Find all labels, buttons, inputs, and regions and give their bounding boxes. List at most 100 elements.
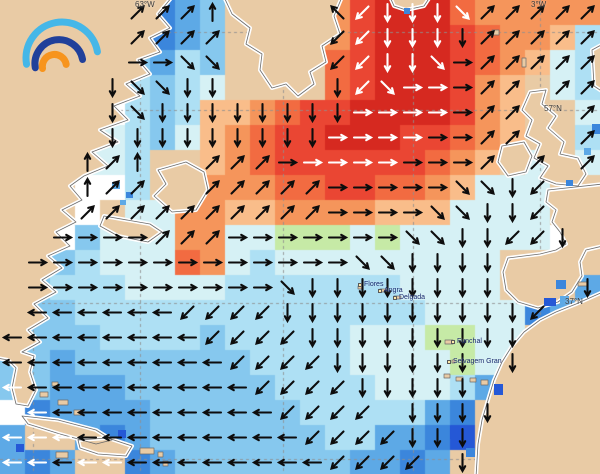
swell-arrow — [483, 227, 492, 249]
swell-arrow — [255, 380, 270, 395]
swell-arrow — [383, 27, 392, 49]
deep-water-specks — [16, 8, 600, 457]
swell-arrow — [330, 30, 345, 45]
swell-arrow — [408, 27, 417, 49]
swell-arrow — [308, 277, 317, 299]
swell-arrow — [76, 358, 98, 367]
swell-arrow — [208, 102, 217, 124]
swell-arrow — [305, 405, 320, 420]
swell-arrow — [430, 55, 445, 70]
swell-arrow — [377, 133, 399, 142]
swell-arrow — [358, 277, 367, 299]
swell-arrow — [102, 258, 124, 267]
swell-arrow — [108, 77, 117, 99]
swell-arrow — [183, 102, 192, 124]
swell-arrow — [530, 205, 545, 220]
swell-arrow — [352, 183, 374, 192]
swell-arrow — [105, 155, 120, 170]
swell-arrow — [201, 458, 223, 467]
swell-arrow — [555, 30, 570, 45]
swell-arrow — [205, 205, 220, 220]
swell-arrow — [558, 227, 567, 249]
greenland-landmass — [223, 0, 343, 98]
swell-arrow — [358, 302, 367, 324]
swell-arrow — [255, 305, 270, 320]
swell-arrow — [458, 452, 467, 474]
swell-arrow — [283, 102, 292, 124]
swell-arrow — [483, 252, 492, 274]
swell-arrow — [458, 327, 467, 349]
swell-arrow — [126, 458, 148, 467]
swell-arrow — [51, 333, 73, 342]
swell-arrow — [452, 108, 474, 117]
swell-arrow — [308, 102, 317, 124]
swell-arrow — [305, 180, 320, 195]
swell-arrow — [130, 180, 145, 195]
swell-arrow — [151, 308, 173, 317]
swell-arrow — [133, 127, 142, 149]
swell-arrow — [51, 308, 73, 317]
swell-arrow — [205, 305, 220, 320]
swell-arrow — [480, 55, 495, 70]
swell-arrow — [483, 302, 492, 324]
swell-arrow — [377, 108, 399, 117]
swell-arrow — [355, 55, 370, 70]
swell-arrow — [230, 205, 245, 220]
swell-arrow — [276, 458, 298, 467]
swell-arrow — [483, 402, 492, 424]
swell-arrow — [51, 358, 73, 367]
swell-arrow — [580, 80, 595, 95]
swell-arrow — [433, 2, 442, 24]
swell-arrow — [155, 30, 170, 45]
swell-arrow — [402, 158, 424, 167]
swell-arrow — [555, 80, 570, 95]
swell-arrow — [176, 333, 198, 342]
swell-arrow — [530, 155, 545, 170]
swell-arrow — [1, 408, 23, 417]
swell-arrow — [277, 158, 299, 167]
swell-arrow — [76, 333, 98, 342]
swell-arrow — [201, 358, 223, 367]
swell-arrow — [280, 380, 295, 395]
swell-arrow — [252, 258, 274, 267]
swell-arrow — [26, 358, 48, 367]
swell-arrow — [26, 408, 48, 417]
swell-arrow — [176, 408, 198, 417]
swell-arrow — [180, 55, 195, 70]
swell-arrow — [205, 155, 220, 170]
swell-arrow — [455, 205, 470, 220]
swell-arrow — [83, 176, 92, 198]
swell-arrow — [205, 330, 220, 345]
swell-arrow — [155, 205, 170, 220]
swell-arrow — [180, 205, 195, 220]
swell-arrow — [277, 233, 299, 242]
swell-arrow — [52, 283, 74, 292]
swell-arrow — [280, 405, 295, 420]
swell-arrow — [383, 352, 392, 374]
swell-arrow — [580, 105, 595, 120]
swell-arrow — [430, 205, 445, 220]
swell-arrow — [458, 227, 467, 249]
swell-arrow — [458, 402, 467, 424]
swell-arrow — [127, 233, 149, 242]
swell-arrow — [280, 180, 295, 195]
swell-arrow — [126, 408, 148, 417]
swell-arrow — [76, 308, 98, 317]
swell-arrow — [333, 352, 342, 374]
swell-arrow — [483, 277, 492, 299]
swell-arrow — [430, 230, 445, 245]
swell-arrow — [152, 58, 174, 67]
swell-arrow — [480, 180, 495, 195]
swell-arrow — [405, 230, 420, 245]
swell-arrow — [458, 427, 467, 449]
swell-arrow — [480, 80, 495, 95]
europe-landmass — [501, 182, 600, 310]
swell-arrow — [302, 258, 324, 267]
windguru-logo[interactable] — [20, 16, 101, 73]
swell-arrow — [26, 308, 48, 317]
swell-arrow — [480, 5, 495, 20]
swell-arrow — [408, 302, 417, 324]
swell-arrow — [333, 77, 342, 99]
